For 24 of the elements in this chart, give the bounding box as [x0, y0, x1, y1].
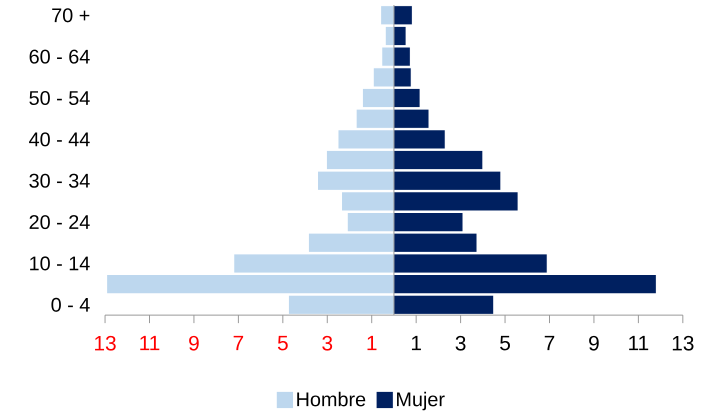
x-tick-label: 5 — [278, 336, 288, 350]
y-tick-label: 20 - 24 — [30, 214, 90, 229]
y-tick-label: 50 - 54 — [29, 90, 90, 105]
x-tick-label: 1 — [368, 336, 376, 350]
y-tick-label: 10 - 14 — [30, 256, 90, 270]
y-tick-label: 40 - 44 — [29, 132, 90, 146]
x-tick-label: 7 — [544, 336, 554, 350]
x-tick-label: 1 — [412, 336, 421, 350]
x-tick-label: 13 — [95, 336, 116, 350]
legend-label: Mujer — [397, 392, 445, 410]
x-tick-label: 3 — [456, 336, 466, 350]
y-tick-label: 0 - 4 — [51, 298, 90, 312]
x-tick-label: 9 — [589, 336, 599, 350]
x-tick-label: 11 — [140, 336, 160, 350]
y-tick-label: 30 - 34 — [29, 174, 90, 188]
x-tick-label: 5 — [500, 336, 510, 350]
x-tick-label: 13 — [672, 336, 694, 350]
x-tick-label: 11 — [629, 336, 648, 350]
y-tick-label: 60 - 64 — [30, 50, 90, 64]
x-tick-label: 7 — [234, 336, 244, 350]
x-tick-label: 3 — [322, 336, 332, 350]
y-tick-label: 70 + — [52, 8, 90, 22]
x-tick-label: 9 — [189, 336, 199, 350]
legend-label: Hombre — [297, 392, 366, 406]
